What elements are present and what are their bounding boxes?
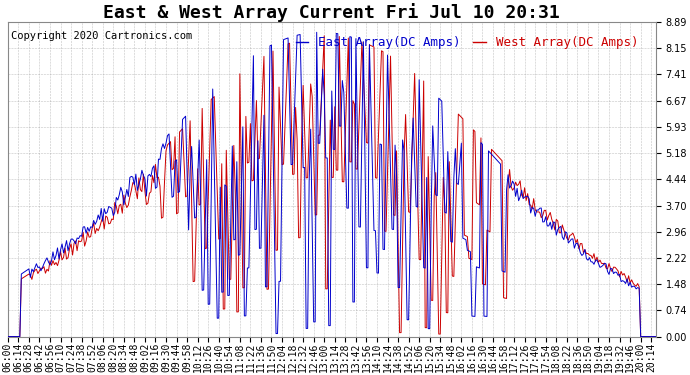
Title: East & West Array Current Fri Jul 10 20:31: East & West Array Current Fri Jul 10 20:… bbox=[104, 3, 560, 22]
Text: Copyright 2020 Cartronics.com: Copyright 2020 Cartronics.com bbox=[11, 32, 193, 41]
Legend: East Array(DC Amps), West Array(DC Amps): East Array(DC Amps), West Array(DC Amps) bbox=[290, 32, 643, 54]
